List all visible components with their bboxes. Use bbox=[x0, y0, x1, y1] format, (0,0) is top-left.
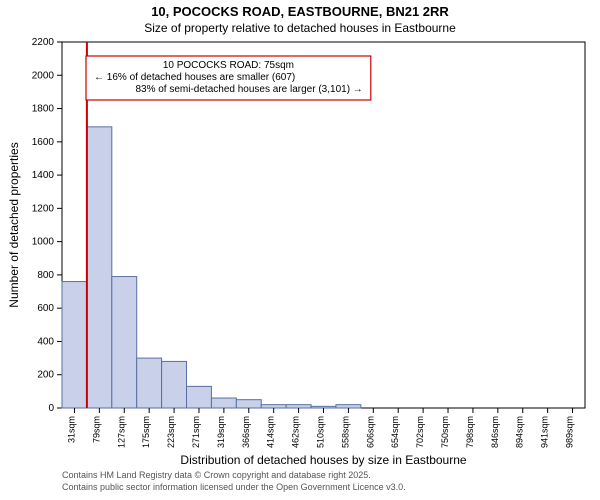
chart-title-sub: Size of property relative to detached ho… bbox=[144, 21, 456, 35]
annotation-text: ← 16% of detached houses are smaller (60… bbox=[94, 72, 295, 83]
x-tick-label: 606sqm bbox=[365, 416, 375, 448]
credit-line-1: Contains HM Land Registry data © Crown c… bbox=[62, 470, 371, 480]
x-tick-label: 750sqm bbox=[440, 416, 450, 448]
histogram-bar bbox=[112, 277, 137, 408]
x-tick-label: 894sqm bbox=[515, 416, 525, 448]
x-tick-label: 414sqm bbox=[266, 416, 276, 448]
annotation-text: 83% of semi-detached houses are larger (… bbox=[135, 84, 362, 95]
x-tick-label: 319sqm bbox=[216, 416, 226, 448]
x-tick-label: 654sqm bbox=[390, 416, 400, 448]
x-tick-label: 510sqm bbox=[316, 416, 326, 448]
y-tick-label: 1400 bbox=[32, 170, 55, 181]
x-tick-label: 31sqm bbox=[66, 416, 76, 443]
annotation-text: 10 POCOCKS ROAD: 75sqm bbox=[163, 60, 294, 71]
x-tick-label: 175sqm bbox=[141, 416, 151, 448]
y-tick-label: 1600 bbox=[32, 137, 55, 148]
y-tick-label: 1200 bbox=[32, 203, 55, 214]
histogram-bar bbox=[236, 400, 261, 408]
x-tick-label: 79sqm bbox=[91, 416, 101, 443]
x-tick-label: 941sqm bbox=[540, 416, 550, 448]
x-tick-label: 271sqm bbox=[191, 416, 201, 448]
histogram-bar bbox=[162, 361, 187, 408]
credit-line-2: Contains public sector information licen… bbox=[62, 482, 406, 492]
y-tick-label: 0 bbox=[48, 403, 54, 414]
y-tick-label: 1000 bbox=[32, 237, 55, 248]
histogram-bar bbox=[211, 398, 236, 408]
x-tick-label: 558sqm bbox=[340, 416, 350, 448]
histogram-bar bbox=[187, 386, 212, 408]
x-tick-label: 366sqm bbox=[241, 416, 251, 448]
histogram-bar bbox=[87, 127, 112, 408]
y-tick-label: 400 bbox=[37, 336, 54, 347]
y-tick-label: 800 bbox=[37, 270, 54, 281]
chart-container: 10, POCOCKS ROAD, EASTBOURNE, BN21 2RR Si… bbox=[0, 0, 600, 500]
histogram-bar bbox=[336, 405, 361, 408]
chart-title-main: 10, POCOCKS ROAD, EASTBOURNE, BN21 2RR bbox=[151, 4, 449, 19]
y-tick-label: 1800 bbox=[32, 104, 55, 115]
x-axis-label: Distribution of detached houses by size … bbox=[180, 453, 466, 467]
histogram-chart: 10, POCOCKS ROAD, EASTBOURNE, BN21 2RR Si… bbox=[0, 0, 600, 500]
histogram-bar bbox=[286, 405, 311, 408]
x-tick-label: 702sqm bbox=[415, 416, 425, 448]
y-tick-label: 2000 bbox=[32, 70, 55, 81]
y-tick-label: 600 bbox=[37, 303, 54, 314]
y-tick-label: 2200 bbox=[32, 37, 55, 48]
x-tick-label: 989sqm bbox=[565, 416, 575, 448]
histogram-bar bbox=[311, 406, 336, 408]
x-tick-label: 462sqm bbox=[291, 416, 301, 448]
histogram-bar bbox=[261, 405, 286, 408]
x-tick-label: 798sqm bbox=[465, 416, 475, 448]
x-tick-label: 127sqm bbox=[116, 416, 126, 448]
histogram-bar bbox=[137, 358, 162, 408]
histogram-bar bbox=[62, 282, 87, 408]
y-axis-label: Number of detached properties bbox=[7, 142, 21, 307]
y-tick-label: 200 bbox=[37, 370, 54, 381]
x-tick-label: 223sqm bbox=[166, 416, 176, 448]
x-tick-label: 846sqm bbox=[490, 416, 500, 448]
